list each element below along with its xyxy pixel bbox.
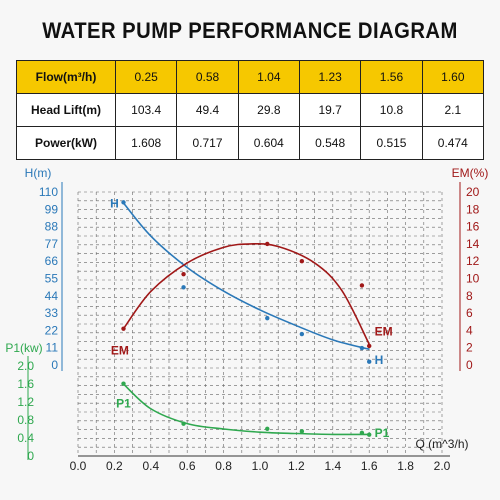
data-point-em xyxy=(121,326,126,331)
em-tick-label: 16 xyxy=(466,220,480,234)
table-cell: 19.7 xyxy=(298,93,362,127)
p1-tick-label: 2.0 xyxy=(17,359,34,373)
table-cell: 2.1 xyxy=(421,93,485,127)
series-line-h xyxy=(122,202,370,351)
x-tick-label: 1.4 xyxy=(324,459,341,473)
h-tick-label: 11 xyxy=(46,341,59,355)
h-tick-label: 110 xyxy=(39,185,58,199)
data-point-p1 xyxy=(359,430,365,436)
page-title: WATER PUMP PERFORMANCE DIAGRAM xyxy=(42,18,458,43)
data-point-h xyxy=(121,200,126,205)
p1-tick-label: 0.8 xyxy=(17,413,34,427)
h-tick-label: 88 xyxy=(45,220,59,234)
h-tick-label: 66 xyxy=(45,254,59,268)
x-tick-label: 0.8 xyxy=(215,459,232,473)
em-tick-label: 14 xyxy=(466,237,480,251)
table-cell: 103.4 xyxy=(114,93,178,127)
h-tick-label: 0 xyxy=(51,358,58,372)
series-label-h: H xyxy=(375,353,384,367)
p1-tick-label: 0.4 xyxy=(17,431,34,445)
series-line-em xyxy=(122,242,370,345)
table-row-flow: Flow(m³/h) 0.25 0.58 1.04 1.23 1.56 1.60 xyxy=(16,60,485,94)
em-tick-label: 0 xyxy=(466,358,473,372)
x-tick-label: 1.8 xyxy=(397,459,414,473)
h-tick-label: 44 xyxy=(45,289,59,303)
data-point-h xyxy=(265,315,270,321)
em-tick-label: 20 xyxy=(466,185,480,199)
p1-tick-label: 0 xyxy=(27,449,34,463)
table-cell: 1.23 xyxy=(298,60,362,94)
performance-table: Flow(m³/h) 0.25 0.58 1.04 1.23 1.56 1.60… xyxy=(16,60,485,160)
series-label-p1: P1 xyxy=(375,426,390,440)
table-cell: 0.548 xyxy=(298,126,362,160)
table-cell: 0.58 xyxy=(176,60,239,94)
row-header: Flow(m³/h) xyxy=(16,60,116,94)
table-cell: 1.608 xyxy=(114,126,178,160)
table-cell: 1.60 xyxy=(421,60,485,94)
data-point-p1 xyxy=(181,421,186,426)
data-point-em xyxy=(181,271,186,277)
h-tick-label: 22 xyxy=(45,323,59,337)
x-tick-label: 2.0 xyxy=(434,459,451,473)
data-point-em xyxy=(367,343,372,349)
p1-tick-label: 1.6 xyxy=(17,377,34,391)
em-tick-label: 18 xyxy=(466,202,480,216)
data-point-p1 xyxy=(121,381,126,386)
em-axis-title: EM(%) xyxy=(452,166,489,180)
em-tick-label: 10 xyxy=(466,272,480,286)
x-tick-label: 0.4 xyxy=(142,459,159,473)
table-row-head-lift: Head Lift(m) 103.4 49.4 29.8 19.7 10.8 2… xyxy=(16,93,485,127)
h-axis-title: H(m) xyxy=(25,166,52,180)
p1-tick-label: 1.2 xyxy=(17,395,34,409)
h-tick-label: 33 xyxy=(45,306,59,320)
x-tick-label: 1.2 xyxy=(288,459,305,473)
data-point-em xyxy=(359,283,365,288)
data-point-p1 xyxy=(367,432,372,437)
table-cell: 1.56 xyxy=(360,60,423,94)
table-cell: 10.8 xyxy=(360,93,423,127)
data-point-em xyxy=(299,259,305,264)
series-line-p1 xyxy=(122,383,370,436)
x-tick-label: 0.2 xyxy=(106,459,123,473)
x-tick-label: 0.6 xyxy=(179,459,196,473)
data-point-h xyxy=(367,359,372,364)
table-cell: 0.717 xyxy=(176,126,239,160)
h-tick-label: 55 xyxy=(45,272,59,286)
table-cell: 49.4 xyxy=(176,93,239,127)
table-cell: 1.04 xyxy=(237,60,300,94)
row-header: Power(kW) xyxy=(16,126,116,160)
em-tick-label: 12 xyxy=(466,254,480,268)
data-point-h xyxy=(181,285,186,290)
em-tick-label: 4 xyxy=(466,323,473,337)
x-tick-label: 1.6 xyxy=(361,459,378,473)
x-axis-title: Q (m^3/h) xyxy=(416,437,469,451)
em-tick-label: 2 xyxy=(466,341,473,355)
series-label-em: EM xyxy=(375,325,393,339)
series-label-p1: P1 xyxy=(116,396,131,410)
data-point-p1 xyxy=(265,426,270,432)
table-cell: 0.25 xyxy=(114,60,178,94)
table-cell: 0.515 xyxy=(360,126,423,160)
data-point-h xyxy=(299,331,305,337)
series-label-h: H xyxy=(110,197,119,211)
em-tick-label: 6 xyxy=(466,306,473,320)
table-row-power: Power(kW) 1.608 0.717 0.604 0.548 0.515 … xyxy=(16,126,485,160)
data-point-p1 xyxy=(299,429,305,434)
h-tick-label: 77 xyxy=(45,237,59,251)
table-cell: 0.474 xyxy=(421,126,485,160)
performance-chart: 0.0 0.2 0.4 0.6 0.8 1.0 1.2 1.4 1.6 1.8 2.0 Q (m^3/… xyxy=(5,166,489,473)
data-point-em xyxy=(265,241,270,247)
h-tick-label: 99 xyxy=(45,202,59,216)
p1-axis-title: P1(kw) xyxy=(5,341,42,355)
data-point-h xyxy=(359,345,365,351)
x-tick-label: 1.0 xyxy=(252,459,269,473)
table-cell: 0.604 xyxy=(237,126,300,160)
em-tick-label: 8 xyxy=(466,289,473,303)
row-header: Head Lift(m) xyxy=(16,93,116,127)
series-label-em: EM xyxy=(111,344,129,358)
table-cell: 29.8 xyxy=(237,93,300,127)
x-tick-label: 0.0 xyxy=(70,459,87,473)
